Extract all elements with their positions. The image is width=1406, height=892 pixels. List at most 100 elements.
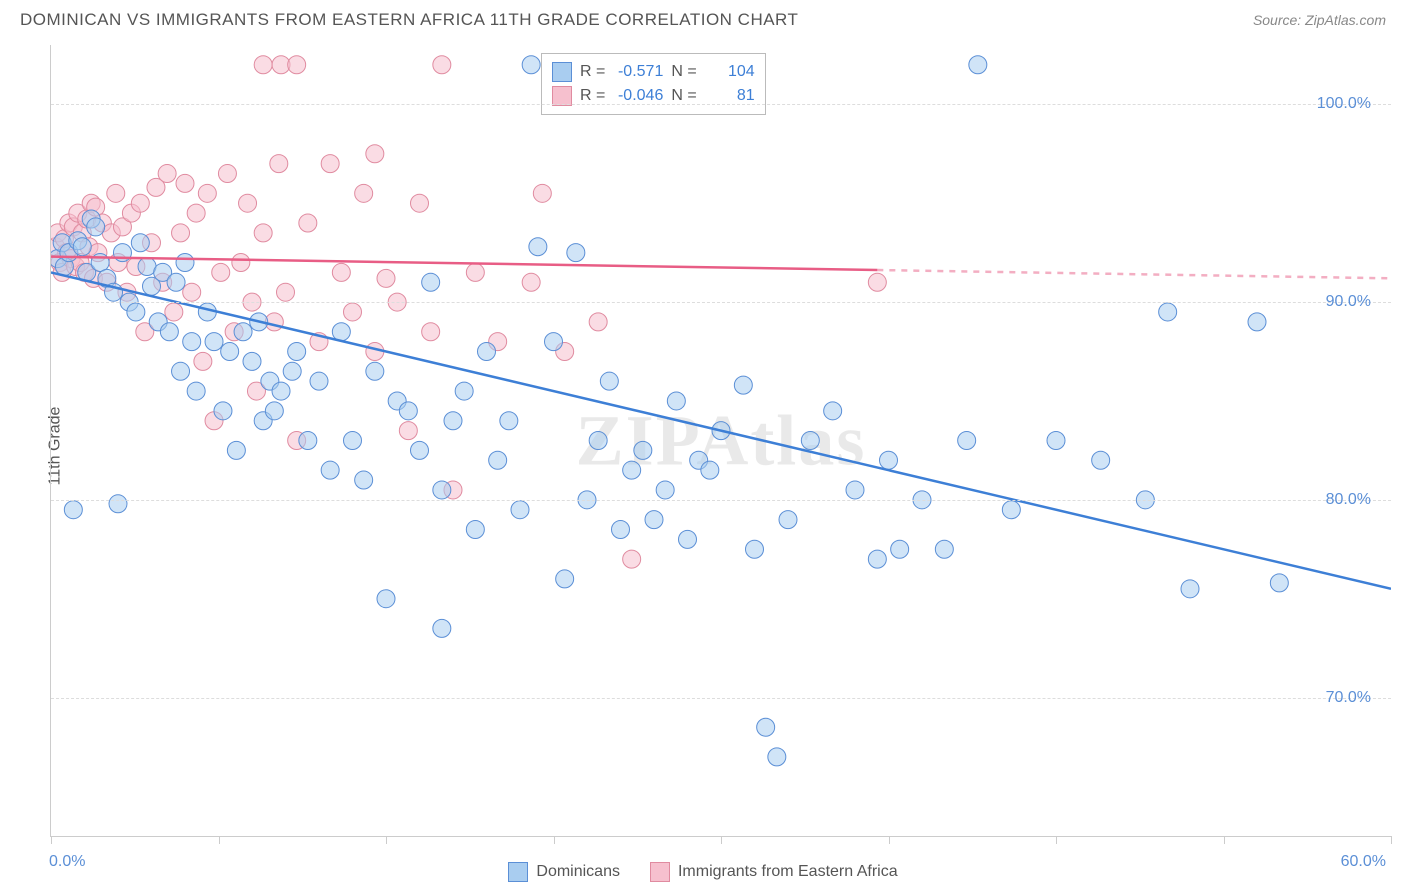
scatter-point xyxy=(667,392,685,410)
scatter-point xyxy=(243,352,261,370)
scatter-point xyxy=(734,376,752,394)
scatter-point xyxy=(332,323,350,341)
scatter-point xyxy=(1002,501,1020,519)
scatter-point xyxy=(377,590,395,608)
scatter-point xyxy=(1047,432,1065,450)
y-tick-label: 100.0% xyxy=(1317,95,1371,113)
scatter-point xyxy=(221,343,239,361)
scatter-point xyxy=(433,619,451,637)
scatter-point xyxy=(1270,574,1288,592)
stats-n-label-1: N = xyxy=(671,60,696,84)
scatter-point xyxy=(205,333,223,351)
scatter-point xyxy=(277,283,295,301)
legend-label-series1: Dominicans xyxy=(536,863,620,881)
scatter-point xyxy=(433,481,451,499)
scatter-point xyxy=(746,540,764,558)
scatter-point xyxy=(768,748,786,766)
scatter-point xyxy=(272,382,290,400)
scatter-point xyxy=(969,56,987,74)
correlation-stats-box: R = -0.571 N = 104 R = -0.046 N = 81 xyxy=(541,53,766,115)
scatter-point xyxy=(556,570,574,588)
scatter-point xyxy=(344,432,362,450)
grid-line xyxy=(51,698,1391,699)
scatter-point xyxy=(288,343,306,361)
legend-item-series2: Immigrants from Eastern Africa xyxy=(650,862,898,882)
scatter-point xyxy=(623,461,641,479)
scatter-point xyxy=(187,382,205,400)
grid-line xyxy=(51,104,1391,105)
scatter-point xyxy=(522,56,540,74)
y-tick-label: 90.0% xyxy=(1326,293,1371,311)
scatter-point xyxy=(87,218,105,236)
x-tick xyxy=(1391,836,1392,844)
scatter-point xyxy=(73,238,91,256)
scatter-point xyxy=(600,372,618,390)
x-tick xyxy=(889,836,890,844)
scatter-point xyxy=(567,244,585,262)
scatter-point xyxy=(511,501,529,519)
legend-swatch-series2 xyxy=(650,862,670,882)
scatter-point xyxy=(411,441,429,459)
scatter-point xyxy=(801,432,819,450)
scatter-point xyxy=(131,234,149,252)
scatter-point xyxy=(757,718,775,736)
scatter-point xyxy=(167,273,185,291)
stats-r-value-1: -0.571 xyxy=(613,60,663,84)
scatter-point xyxy=(239,194,257,212)
scatter-point xyxy=(846,481,864,499)
scatter-point xyxy=(880,451,898,469)
scatter-point xyxy=(109,495,127,513)
x-tick xyxy=(1224,836,1225,844)
scatter-point xyxy=(254,224,272,242)
scatter-point xyxy=(589,313,607,331)
scatter-point xyxy=(288,56,306,74)
y-tick-label: 70.0% xyxy=(1326,689,1371,707)
x-tick xyxy=(51,836,52,844)
scatter-point xyxy=(891,540,909,558)
scatter-point xyxy=(679,530,697,548)
scatter-point xyxy=(466,520,484,538)
scatter-point xyxy=(545,333,563,351)
scatter-point xyxy=(529,238,547,256)
trend-line-dashed xyxy=(877,270,1391,278)
scatter-point xyxy=(160,323,178,341)
legend-label-series2: Immigrants from Eastern Africa xyxy=(678,863,898,881)
scatter-point xyxy=(645,511,663,529)
scatter-point xyxy=(444,412,462,430)
scatter-point xyxy=(623,550,641,568)
scatter-point xyxy=(478,343,496,361)
scatter-point xyxy=(868,550,886,568)
scatter-point xyxy=(466,263,484,281)
scatter-point xyxy=(433,56,451,74)
x-tick xyxy=(554,836,555,844)
trend-line xyxy=(51,272,1391,588)
scatter-point xyxy=(422,273,440,291)
stats-n-value-1: 104 xyxy=(705,60,755,84)
scatter-point xyxy=(254,56,272,74)
scatter-point xyxy=(299,432,317,450)
scatter-point xyxy=(183,283,201,301)
scatter-point xyxy=(1092,451,1110,469)
x-tick xyxy=(1056,836,1057,844)
scatter-point xyxy=(399,402,417,420)
trend-line xyxy=(51,257,877,270)
scatter-point xyxy=(355,471,373,489)
scatter-point xyxy=(656,481,674,499)
scatter-point xyxy=(533,184,551,202)
scatter-point xyxy=(176,174,194,192)
scatter-point xyxy=(1248,313,1266,331)
stats-row-series1: R = -0.571 N = 104 xyxy=(552,60,755,84)
x-tick xyxy=(721,836,722,844)
scatter-point xyxy=(214,402,232,420)
legend-item-series1: Dominicans xyxy=(508,862,620,882)
scatter-point xyxy=(172,224,190,242)
scatter-point xyxy=(1159,303,1177,321)
scatter-point xyxy=(500,412,518,430)
scatter-point xyxy=(232,254,250,272)
scatter-point xyxy=(366,362,384,380)
scatter-point xyxy=(187,204,205,222)
scatter-point xyxy=(212,263,230,281)
scatter-point xyxy=(127,303,145,321)
scatter-point xyxy=(176,254,194,272)
grid-line xyxy=(51,500,1391,501)
